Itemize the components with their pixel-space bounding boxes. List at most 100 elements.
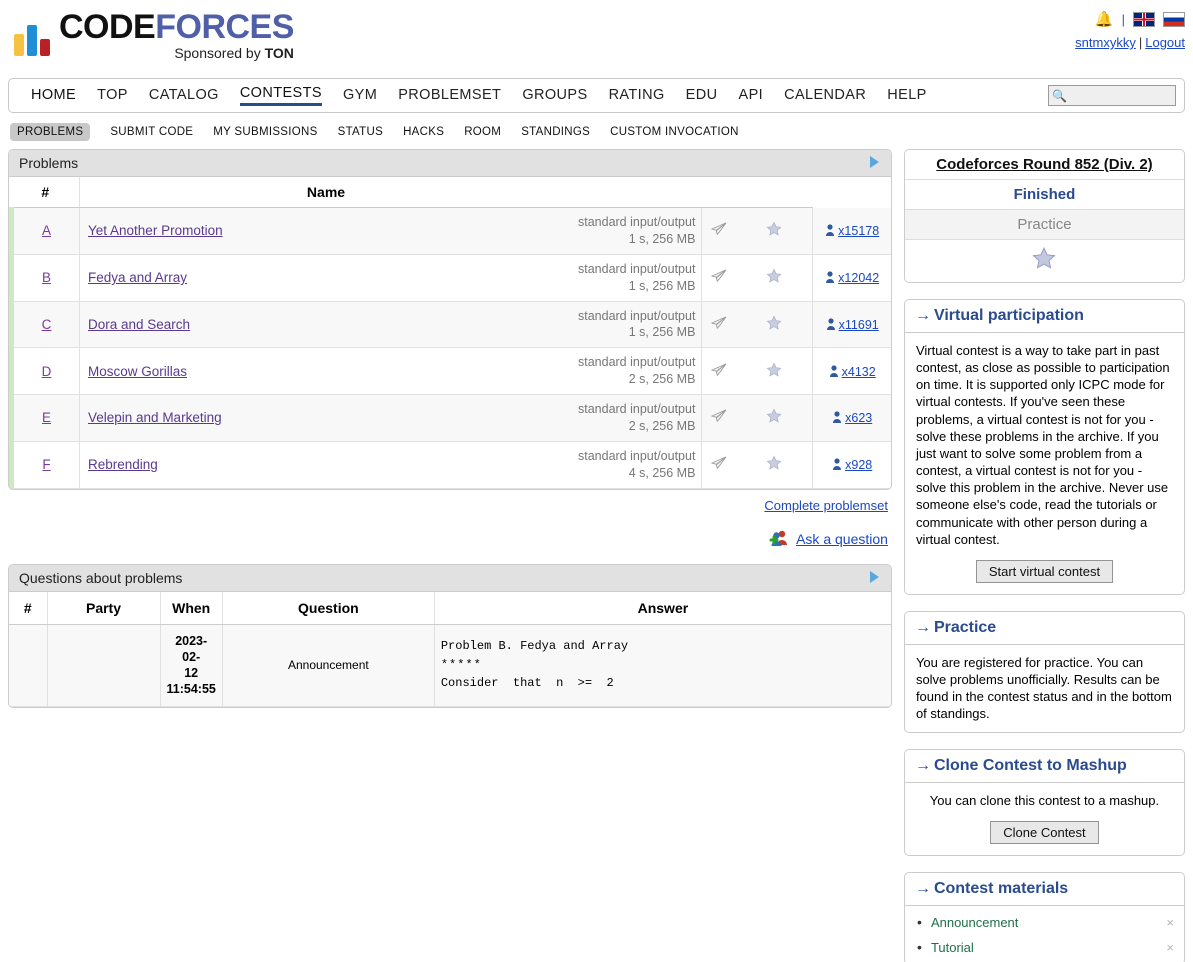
tab-submit-code[interactable]: SUBMIT CODE bbox=[110, 126, 194, 138]
problem-index-link[interactable]: A bbox=[41, 223, 51, 239]
nav-item-gym[interactable]: GYM bbox=[342, 86, 378, 103]
problem-index-cell[interactable]: C bbox=[9, 301, 80, 349]
star-icon[interactable] bbox=[766, 455, 782, 471]
problem-name-cell[interactable]: Rebrending bbox=[79, 441, 572, 489]
nav-item-problemset[interactable]: PROBLEMSET bbox=[398, 86, 502, 103]
username-link[interactable]: sntmxykky bbox=[1075, 35, 1136, 50]
problem-name-link[interactable]: Yet Another Promotion bbox=[88, 223, 223, 239]
paper-plane-icon[interactable] bbox=[710, 222, 728, 236]
problem-name-link[interactable]: Rebrending bbox=[88, 457, 158, 473]
problem-index-link[interactable]: B bbox=[41, 270, 51, 286]
problem-name-cell[interactable]: Moscow Gorillas bbox=[79, 347, 572, 395]
solved-count-link[interactable]: x4132 bbox=[841, 364, 876, 379]
submit-cell[interactable] bbox=[701, 301, 735, 349]
table-row[interactable]: D Moscow Gorillas standard input/output 2 s… bbox=[9, 347, 891, 395]
flag-uk-icon[interactable] bbox=[1133, 11, 1155, 27]
submit-cell[interactable] bbox=[701, 441, 735, 489]
paper-plane-icon[interactable] bbox=[710, 409, 728, 423]
submit-cell[interactable] bbox=[701, 207, 735, 255]
tab-problems[interactable]: PROBLEMS bbox=[10, 123, 91, 141]
problem-index-link[interactable]: D bbox=[41, 363, 52, 379]
problem-index-cell[interactable]: E bbox=[9, 394, 80, 442]
search-input[interactable] bbox=[1066, 87, 1175, 104]
table-row[interactable]: B Fedya and Array standard input/output 1 s… bbox=[9, 254, 891, 302]
table-row[interactable]: F Rebrending standard input/output 4 s, 256… bbox=[9, 441, 891, 489]
favorite-cell[interactable] bbox=[734, 301, 813, 349]
problem-name-cell[interactable]: Yet Another Promotion bbox=[79, 207, 572, 255]
ask-question-link[interactable]: Ask a question bbox=[796, 531, 888, 547]
solved-count-cell[interactable]: x11691 bbox=[812, 301, 891, 349]
contest-title-link[interactable]: Codeforces Round 852 (Div. 2) bbox=[936, 156, 1153, 173]
nav-item-calendar[interactable]: CALENDAR bbox=[784, 86, 867, 103]
flag-ru-icon[interactable] bbox=[1163, 11, 1185, 27]
tab-status[interactable]: STATUS bbox=[337, 126, 384, 138]
nav-item-help[interactable]: HELP bbox=[887, 86, 927, 103]
start-virtual-contest-button[interactable]: Start virtual contest bbox=[975, 559, 1114, 583]
star-icon[interactable] bbox=[766, 408, 782, 424]
submit-cell[interactable] bbox=[701, 394, 735, 442]
solved-count-cell[interactable]: x623 bbox=[812, 394, 891, 442]
close-icon[interactable]: × bbox=[1166, 939, 1174, 955]
paper-plane-icon[interactable] bbox=[710, 316, 728, 330]
collapse-triangle-icon[interactable] bbox=[869, 156, 879, 168]
table-row[interactable]: E Velepin and Marketing standard input/out… bbox=[9, 394, 891, 442]
nav-item-groups[interactable]: GROUPS bbox=[522, 86, 588, 103]
problem-name-link[interactable]: Velepin and Marketing bbox=[88, 410, 222, 426]
nav-item-rating[interactable]: RATING bbox=[608, 86, 665, 103]
search-box[interactable]: 🔍 bbox=[1048, 85, 1176, 106]
table-row[interactable]: A Yet Another Promotion standard input/out… bbox=[9, 207, 891, 255]
problem-name-cell[interactable]: Dora and Search bbox=[79, 301, 572, 349]
solved-count-link[interactable]: x11691 bbox=[838, 317, 879, 332]
material-link[interactable]: Tutorial bbox=[930, 939, 974, 955]
star-icon[interactable] bbox=[766, 268, 782, 284]
questions-collapse-triangle-icon[interactable] bbox=[869, 570, 879, 583]
star-icon[interactable] bbox=[766, 221, 782, 237]
problem-index-cell[interactable]: D bbox=[9, 347, 80, 395]
tab-room[interactable]: ROOM bbox=[464, 126, 502, 138]
favorite-cell[interactable] bbox=[734, 394, 813, 442]
nav-item-top[interactable]: TOP bbox=[97, 86, 128, 103]
complete-problemset-link[interactable]: Complete problemset bbox=[764, 497, 888, 513]
problem-index-cell[interactable]: A bbox=[9, 207, 80, 255]
problem-index-link[interactable]: F bbox=[42, 457, 51, 473]
favorite-cell[interactable] bbox=[734, 441, 813, 489]
nav-item-edu[interactable]: EDU bbox=[685, 86, 718, 103]
problem-index-cell[interactable]: F bbox=[9, 441, 80, 489]
paper-plane-icon[interactable] bbox=[710, 363, 728, 377]
submit-cell[interactable] bbox=[701, 347, 735, 395]
paper-plane-icon[interactable] bbox=[710, 269, 728, 283]
problem-name-cell[interactable]: Fedya and Array bbox=[79, 254, 572, 302]
clone-contest-button[interactable]: Clone Contest bbox=[990, 820, 1099, 844]
solved-count-link[interactable]: x928 bbox=[845, 458, 873, 473]
paper-plane-icon[interactable] bbox=[710, 456, 728, 470]
logout-link[interactable]: Logout bbox=[1145, 35, 1185, 50]
problem-name-link[interactable]: Moscow Gorillas bbox=[88, 363, 188, 379]
star-icon[interactable] bbox=[766, 362, 782, 378]
tab-standings[interactable]: STANDINGS bbox=[521, 126, 591, 138]
solved-count-link[interactable]: x12042 bbox=[838, 271, 880, 286]
star-icon[interactable] bbox=[766, 315, 782, 331]
nav-item-home[interactable]: HOME bbox=[31, 86, 77, 103]
solved-count-link[interactable]: x15178 bbox=[838, 224, 880, 239]
solved-count-link[interactable]: x623 bbox=[845, 411, 873, 426]
problem-name-link[interactable]: Dora and Search bbox=[88, 316, 191, 332]
problem-index-cell[interactable]: B bbox=[9, 254, 80, 302]
tab-hacks[interactable]: HACKS bbox=[403, 126, 445, 138]
close-icon[interactable]: × bbox=[1166, 914, 1174, 930]
problem-index-link[interactable]: E bbox=[41, 410, 51, 426]
tab-custom-invocation[interactable]: CUSTOM INVOCATION bbox=[610, 126, 739, 138]
solved-count-cell[interactable]: x12042 bbox=[812, 254, 891, 302]
problem-index-link[interactable]: C bbox=[41, 316, 52, 332]
nav-item-catalog[interactable]: CATALOG bbox=[148, 86, 219, 103]
solved-count-cell[interactable]: x4132 bbox=[812, 347, 891, 395]
tab-my-submissions[interactable]: MY SUBMISSIONS bbox=[213, 126, 318, 138]
material-link[interactable]: Announcement bbox=[930, 914, 1019, 930]
star-icon[interactable] bbox=[1031, 246, 1057, 274]
favorite-cell[interactable] bbox=[734, 254, 813, 302]
submit-cell[interactable] bbox=[701, 254, 735, 302]
problem-name-link[interactable]: Fedya and Array bbox=[88, 270, 188, 286]
bell-icon[interactable]: 🔔 bbox=[1094, 11, 1114, 28]
favorite-cell[interactable] bbox=[734, 207, 813, 255]
problem-name-cell[interactable]: Velepin and Marketing bbox=[79, 394, 572, 442]
nav-item-api[interactable]: API bbox=[738, 86, 764, 103]
